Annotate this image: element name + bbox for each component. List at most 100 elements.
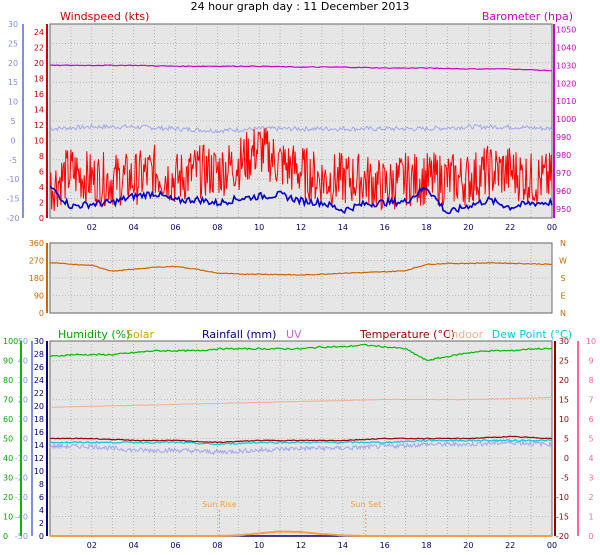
temperature-axis-tick: 25 [559, 357, 569, 366]
barometer-axis-tick: 1040 [556, 43, 576, 52]
windspeed-axis-tick: 20 [34, 59, 44, 68]
humidity-series-line [49, 343, 553, 362]
legend-uv: UV [286, 328, 302, 341]
legend-temperature: Temperature (°C) [359, 328, 455, 341]
wind-chill-axis-tick: -10 [6, 175, 19, 184]
temperature-axis-tick: -10 [556, 493, 569, 502]
wind-x-tick-label: 06 [170, 223, 180, 232]
humidity-axis-tick: 70 [3, 396, 13, 405]
humidity-axis-tick: 30 [3, 474, 13, 483]
windspeed-axis-tick: 18 [34, 74, 44, 83]
windspeed-axis-tick: 22 [34, 43, 44, 52]
wind-chill-axis-tick: 20 [8, 59, 18, 68]
temperature-x-tick-label: 20 [463, 541, 473, 550]
temperature-x-tick-label: 04 [129, 541, 139, 550]
windspeed-series-line [49, 127, 553, 212]
humidity-axis-tick: 90 [3, 357, 13, 366]
rainfall-axis-tick: 22 [34, 389, 44, 398]
compass-axis-tick: E [560, 292, 565, 301]
compass-axis-tick: N [560, 309, 566, 318]
humidity-axis-tick: 100 [3, 337, 18, 346]
wind-chill-axis-tick: -15 [6, 195, 19, 204]
rainfall-axis-tick: 16 [34, 428, 44, 437]
temperature-x-tick-label: 12 [296, 541, 306, 550]
temperature-axis-tick: -20 [556, 532, 569, 541]
temperature-axis-tick: 15 [559, 396, 569, 405]
compass-axis-tick: N [560, 239, 566, 248]
barometer-axis-tick: 950 [556, 205, 571, 214]
uv-axis-tick: 2 [588, 493, 593, 502]
direction-axis-tick: 180 [29, 274, 44, 283]
indoor-series-line [49, 397, 552, 408]
temperature-outer-axis-tick: 20 [18, 396, 28, 405]
windspeed-axis-tick: 0 [39, 214, 44, 223]
barometer-axis-tick: 1010 [556, 97, 576, 106]
uv-axis-tick: 4 [588, 454, 593, 463]
barometer-axis-tick: 970 [556, 169, 571, 178]
direction-axis-tick: 90 [34, 292, 44, 301]
uv-axis-tick: 10 [586, 337, 596, 346]
humidity-axis-tick: 20 [3, 493, 13, 502]
windspeed-axis-tick: 14 [34, 105, 44, 114]
temperature-axis-tick: 10 [559, 415, 569, 424]
temperature-x-tick-label: 06 [170, 541, 180, 550]
rainfall-axis-tick: 0 [39, 532, 44, 541]
temperature-axis-tick: 0 [564, 454, 569, 463]
temperature-outer-axis-tick: 10 [18, 415, 28, 424]
humidity-axis-tick: 0 [3, 532, 8, 541]
barometer-axis-tick: 1000 [556, 115, 576, 124]
temperature-axis-tick: 30 [559, 337, 569, 346]
wind-chill-axis-tick: 25 [8, 39, 18, 48]
humidity-axis-tick: 50 [3, 435, 13, 444]
barometer-axis-tick: 960 [556, 187, 571, 196]
uv-axis-tick: 5 [588, 435, 593, 444]
rainfall-axis-tick: 2 [39, 519, 44, 528]
temperature-x-tick-label: 00 [547, 541, 557, 550]
barometer-axis-tick: 1030 [556, 61, 576, 70]
temperature-x-tick-label: 10 [254, 541, 264, 550]
wind-x-tick-label: 22 [505, 223, 515, 232]
temperature-x-tick-label: 08 [212, 541, 222, 550]
windspeed-axis-tick: 24 [34, 28, 44, 37]
temperature-outer-axis-tick: 50 [18, 337, 28, 346]
uv-axis-tick: 1 [588, 513, 593, 522]
rainfall-axis-tick: 20 [34, 402, 44, 411]
windspeed-axis-tick: 4 [39, 183, 44, 192]
windspeed-axis-tick: 8 [39, 152, 44, 161]
wind-chill-axis-tick: 15 [8, 78, 18, 87]
wind-x-tick-label: 04 [129, 223, 139, 232]
uv-axis-tick: 6 [588, 415, 593, 424]
temperature-outer-axis-tick: 40 [18, 357, 28, 366]
legend-dew-point: Dew Point (°C) [492, 328, 572, 341]
temperature-x-tick-label: 02 [87, 541, 97, 550]
wind-x-tick-label: 18 [421, 223, 431, 232]
dew-point-series-line [49, 438, 553, 446]
sun-event-label: Sun Rise [202, 500, 237, 509]
wind-x-tick-label: 02 [87, 223, 97, 232]
wind-average-series-line [49, 185, 553, 215]
wind-x-tick-label: 08 [212, 223, 222, 232]
windspeed-axis-tick: 16 [34, 90, 44, 99]
temperature-outer-axis-tick: 0 [23, 435, 28, 444]
wind-x-tick-label: 10 [254, 223, 264, 232]
rainfall-axis-tick: 12 [34, 454, 44, 463]
wind-x-tick-label: 12 [296, 223, 306, 232]
wind-chill-axis-tick: -20 [6, 214, 19, 223]
humidity-axis-tick: 40 [3, 454, 13, 463]
wind-x-tick-label: 00 [547, 223, 557, 232]
temperature-x-tick-label: 18 [421, 541, 431, 550]
barometer-axis-tick: 990 [556, 133, 571, 142]
legend-solar: Solar [126, 328, 155, 341]
wind-direction-series-line [49, 261, 553, 276]
wind-x-tick-label: 20 [463, 223, 473, 232]
rainfall-axis-tick: 14 [34, 441, 44, 450]
chart-title: 24 hour graph day : 11 December 2013 [191, 0, 410, 13]
uv-axis-tick: 7 [588, 396, 593, 405]
wind-chill-series-line [49, 123, 553, 134]
barometer-axis-tick: 1020 [556, 79, 576, 88]
rainfall-axis-tick: 28 [34, 350, 44, 359]
rainfall-axis-tick: 6 [39, 493, 44, 502]
compass-axis-tick: W [559, 257, 567, 266]
windspeed-axis-tick: 12 [34, 121, 44, 130]
